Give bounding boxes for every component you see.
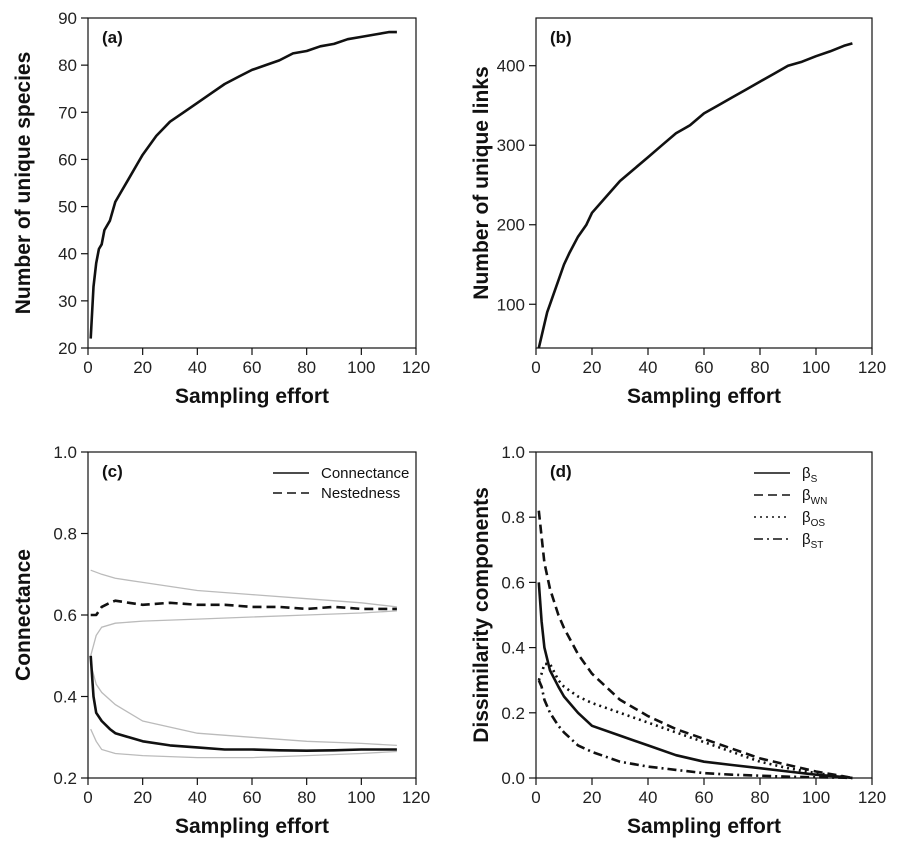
y-tick-label: 60 — [58, 150, 77, 169]
y-tick-label: 200 — [497, 216, 525, 235]
panel-1: 0 20 40 60 80 100 120 100 200 300 400 Sampling effo… — [470, 17, 886, 408]
x-tick-label: 80 — [751, 358, 770, 377]
legend-label: βOS — [802, 509, 825, 529]
x-tick-label: 20 — [583, 358, 602, 377]
y-tick-label: 50 — [58, 198, 77, 217]
plot-frame — [535, 17, 873, 349]
x-tick-label: 40 — [188, 358, 207, 377]
x-tick-label: 80 — [297, 358, 316, 377]
series-line — [537, 42, 853, 349]
y-tick-label: 0.4 — [501, 639, 525, 658]
legend-label: Connectance — [321, 465, 409, 482]
y-tick-label: 0.6 — [53, 606, 77, 625]
x-tick-label: 0 — [531, 788, 540, 807]
plot-frame — [87, 17, 417, 349]
x-tick-label: 80 — [297, 788, 316, 807]
series-line — [537, 510, 853, 780]
x-tick-label: 120 — [858, 358, 886, 377]
y-tick-label: 0.0 — [501, 769, 525, 788]
y-tick-label: 80 — [58, 56, 77, 75]
x-tick-label: 60 — [243, 788, 262, 807]
panel-label: (a) — [102, 28, 123, 47]
x-tick-label: 120 — [858, 788, 886, 807]
x-tick-label: 0 — [83, 358, 92, 377]
y-axis-label: Number of unique species — [12, 52, 35, 315]
y-tick-label: 0.6 — [501, 573, 525, 592]
y-axis-label: Number of unique links — [470, 66, 493, 299]
x-tick-label: 100 — [802, 358, 830, 377]
y-tick-label: 300 — [497, 136, 525, 155]
panel-0: 0 20 40 60 80 100 120 20 30 40 50 60 70 80 90 Sampling … — [12, 9, 430, 408]
y-tick-label: 0.2 — [53, 769, 77, 788]
x-axis-label: Sampling effort — [175, 385, 329, 408]
y-tick-label: 0.8 — [53, 525, 77, 544]
y-tick-label: 90 — [58, 9, 77, 28]
series-line — [90, 599, 397, 617]
y-tick-label: 70 — [58, 103, 77, 122]
x-tick-label: 60 — [243, 358, 262, 377]
envelope-line — [90, 610, 397, 656]
y-tick-label: 1.0 — [53, 443, 77, 462]
envelope-line — [90, 728, 397, 759]
series-line — [89, 30, 397, 339]
panel-2: 0 20 40 60 80 100 120 0.2 0.4 0.6 0.8 1.0 Sampling e… — [12, 443, 430, 838]
legend-label: Nestedness — [321, 485, 400, 502]
x-axis-label: Sampling effort — [627, 815, 781, 838]
legend-label: βST — [802, 531, 823, 551]
y-axis-label: Connectance — [12, 549, 35, 681]
legend-subscript: WN — [811, 496, 828, 507]
envelope-line — [90, 663, 397, 747]
y-tick-label: 1.0 — [501, 443, 525, 462]
x-tick-label: 20 — [133, 358, 152, 377]
x-tick-label: 100 — [347, 358, 375, 377]
y-tick-label: 100 — [497, 295, 525, 314]
x-axis-label: Sampling effort — [627, 385, 781, 408]
y-tick-label: 0.8 — [501, 508, 525, 527]
x-tick-label: 60 — [695, 358, 714, 377]
y-tick-label: 40 — [58, 245, 77, 264]
legend-label: βWN — [802, 487, 827, 507]
x-tick-label: 40 — [188, 788, 207, 807]
series-line — [89, 655, 397, 752]
panel-3: 0 20 40 60 80 100 120 0.0 0.2 0.4 0.6 0.8 1.0 Samplin… — [470, 443, 886, 838]
x-tick-label: 120 — [402, 788, 430, 807]
x-tick-label: 20 — [583, 788, 602, 807]
x-tick-label: 40 — [639, 358, 658, 377]
x-tick-label: 60 — [695, 788, 714, 807]
legend-subscript: S — [811, 474, 818, 485]
y-tick-label: 20 — [58, 339, 77, 358]
legend-label: βS — [802, 465, 818, 485]
legend-subscript: OS — [811, 518, 826, 529]
y-tick-label: 400 — [497, 57, 525, 76]
x-tick-label: 0 — [83, 788, 92, 807]
y-axis-label: Dissimilarity components — [470, 487, 493, 743]
envelope-line — [90, 569, 397, 608]
x-tick-label: 80 — [751, 788, 770, 807]
y-tick-label: 0.4 — [53, 688, 77, 707]
y-tick-label: 0.2 — [501, 704, 525, 723]
x-tick-label: 40 — [639, 788, 658, 807]
panel-label: (b) — [550, 28, 572, 47]
panel-label: (d) — [550, 462, 572, 481]
series-line — [537, 662, 853, 780]
x-tick-label: 100 — [802, 788, 830, 807]
panel-label: (c) — [102, 462, 123, 481]
legend-subscript: ST — [811, 540, 824, 551]
x-tick-label: 100 — [347, 788, 375, 807]
x-tick-label: 120 — [402, 358, 430, 377]
x-tick-label: 20 — [133, 788, 152, 807]
x-axis-label: Sampling effort — [175, 815, 329, 838]
y-tick-label: 30 — [58, 292, 77, 311]
series-line — [537, 679, 853, 780]
x-tick-label: 0 — [531, 358, 540, 377]
series-line — [537, 582, 853, 780]
